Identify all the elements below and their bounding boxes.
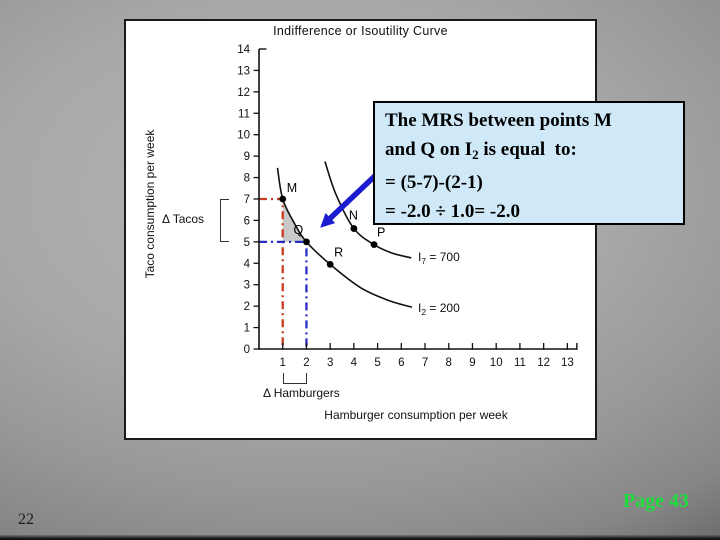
delta-hamburgers-label: Δ Hamburgers bbox=[263, 386, 340, 400]
y-tick-label-11: 11 bbox=[238, 108, 250, 120]
point-dot-N bbox=[350, 225, 358, 232]
y-tick-label-3: 3 bbox=[244, 280, 250, 292]
x-tick-label-4: 4 bbox=[351, 357, 358, 369]
indifference-curve-700 bbox=[324, 161, 412, 259]
y-axis-title: Taco consumption per week bbox=[143, 129, 157, 279]
y-tick-label-9: 9 bbox=[244, 151, 250, 163]
point-label-R: R bbox=[334, 245, 343, 259]
point-M-guide-dashed-line bbox=[259, 197, 284, 349]
delta-tacos-label: Δ Tacos bbox=[162, 212, 205, 226]
point-label-M: M bbox=[287, 181, 297, 195]
x-tick-label-6: 6 bbox=[398, 357, 404, 369]
x-tick-label-5: 5 bbox=[374, 357, 380, 369]
delta-hamburgers-bracket bbox=[283, 373, 307, 384]
mrs-callout-box: The MRS between points M and Q on I2 is … bbox=[373, 101, 685, 225]
y-tick-label-2: 2 bbox=[244, 301, 250, 313]
x-tick-label-9: 9 bbox=[469, 357, 475, 369]
y-tick-label-4: 4 bbox=[244, 258, 251, 270]
annotation-arrow-shaft bbox=[327, 170, 381, 222]
x-tick-label-3: 3 bbox=[327, 357, 333, 369]
x-tick-label-12: 12 bbox=[537, 357, 550, 369]
x-tick-label-10: 10 bbox=[490, 357, 503, 369]
mrs-triangle bbox=[282, 198, 307, 242]
y-tick-label-6: 6 bbox=[244, 215, 250, 227]
callout-line-3: = (5-7)-(2-1) bbox=[385, 172, 483, 193]
point-dot-P bbox=[370, 241, 378, 249]
point-label-Q: Q bbox=[293, 223, 303, 237]
y-tick-label-12: 12 bbox=[237, 87, 250, 99]
point-dot-R bbox=[326, 260, 334, 268]
chart-title: Indifference or Isoutility Curve bbox=[273, 24, 448, 38]
slide-bottom-edge bbox=[0, 535, 720, 540]
x-axis-title: Hamburger consumption per week bbox=[324, 408, 508, 422]
y-tick-label-5: 5 bbox=[244, 237, 250, 249]
y-tick-label-13: 13 bbox=[237, 65, 250, 77]
callout-line-4: = -2.0 ÷ 1.0= -2.0 bbox=[385, 200, 520, 222]
curve-label-i2-200: I2 = 200 bbox=[418, 301, 460, 317]
x-tick-label-11: 11 bbox=[514, 357, 526, 369]
y-tick-label-14: 14 bbox=[237, 44, 250, 56]
y-tick-label-10: 10 bbox=[237, 130, 250, 142]
y-tick-label-8: 8 bbox=[244, 173, 250, 185]
x-tick-label-7: 7 bbox=[422, 357, 428, 369]
x-tick-label-1: 1 bbox=[280, 357, 286, 369]
y-tick-label-0: 0 bbox=[244, 344, 250, 356]
y-tick-label-7: 7 bbox=[244, 194, 250, 206]
page-label: Page 43 bbox=[622, 490, 689, 512]
callout-line-2: and Q on I2 is equal to: bbox=[385, 138, 577, 162]
point-dot-M bbox=[279, 195, 287, 203]
x-tick-label-8: 8 bbox=[446, 357, 452, 369]
delta-tacos-bracket bbox=[220, 199, 229, 242]
point-label-P: P bbox=[377, 226, 385, 240]
annotation-arrow-head bbox=[320, 212, 336, 228]
curve-label-i7-700: I7 = 700 bbox=[418, 250, 460, 266]
x-tick-label-2: 2 bbox=[303, 357, 309, 369]
point-label-N: N bbox=[349, 209, 358, 223]
callout-line-1: The MRS between points M bbox=[385, 110, 612, 131]
page-number: 22 bbox=[18, 511, 34, 528]
y-tick-label-1: 1 bbox=[244, 323, 250, 335]
point-dot-Q bbox=[303, 238, 310, 246]
x-tick-label-13: 13 bbox=[561, 357, 574, 369]
